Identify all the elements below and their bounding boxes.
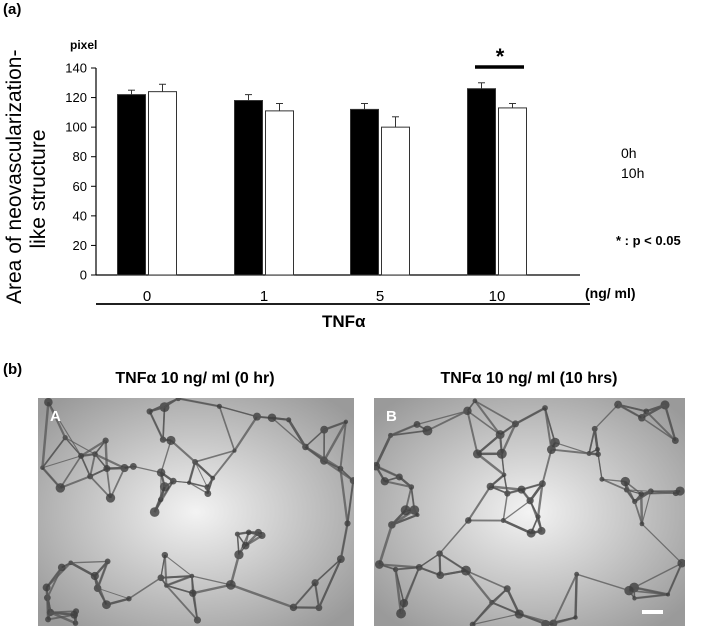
- panel-a-label: (a): [3, 1, 22, 18]
- bar-0h-1: [234, 100, 263, 276]
- bar-0h-10: [467, 88, 496, 276]
- bar-0h-0: [117, 94, 146, 276]
- photo-b-title: TNFα 10 ng/ ml (10 hrs): [440, 370, 618, 387]
- micrograph-b-letter: B: [386, 408, 397, 425]
- micrograph-b: B: [374, 398, 685, 626]
- y-tick-label: 120: [65, 90, 87, 105]
- bar-0h-5: [350, 108, 379, 276]
- legend-item-0h: 0h: [621, 145, 637, 161]
- y-tick-label: 40: [73, 208, 87, 223]
- panel-b-label: (b): [3, 361, 23, 378]
- x-tick-label: 1: [260, 288, 268, 305]
- y-tick-label: 0: [80, 268, 87, 283]
- micrograph-a-letter: A: [50, 408, 61, 425]
- bar-10h-5: [381, 126, 410, 276]
- y-tick-label: 80: [73, 149, 87, 164]
- scale-bar: [642, 610, 663, 614]
- significance-star: *: [496, 44, 505, 69]
- x-unit-label: (ng/ ml): [585, 285, 636, 301]
- y-unit-label: pixel: [70, 38, 98, 52]
- bar-10h-0: [148, 91, 177, 276]
- y-tick-label: 100: [65, 120, 87, 135]
- significance-note: * : p < 0.05: [616, 233, 681, 248]
- x-group-label: TNFα: [322, 312, 366, 331]
- x-tick-label: 0: [143, 288, 151, 305]
- photo-a-title: TNFα 10 ng/ ml (0 hr): [115, 370, 275, 387]
- legend-item-10h: 10h: [621, 165, 645, 181]
- bar-10h-10: [498, 107, 527, 276]
- bar-10h-1: [265, 110, 294, 276]
- y-tick-label: 140: [65, 61, 87, 76]
- y-tick-label: 60: [73, 179, 87, 194]
- micrograph-a: A: [38, 398, 354, 626]
- x-tick-label: 5: [376, 288, 384, 305]
- micrograph-a-image: [38, 398, 354, 626]
- y-tick-label: 20: [73, 238, 87, 253]
- x-tick-label: 10: [489, 288, 506, 305]
- bar-chart: 0 20 40 60 80 100 120 140 0 1 5 10 *: [65, 44, 590, 305]
- micrograph-b-image: [374, 398, 685, 626]
